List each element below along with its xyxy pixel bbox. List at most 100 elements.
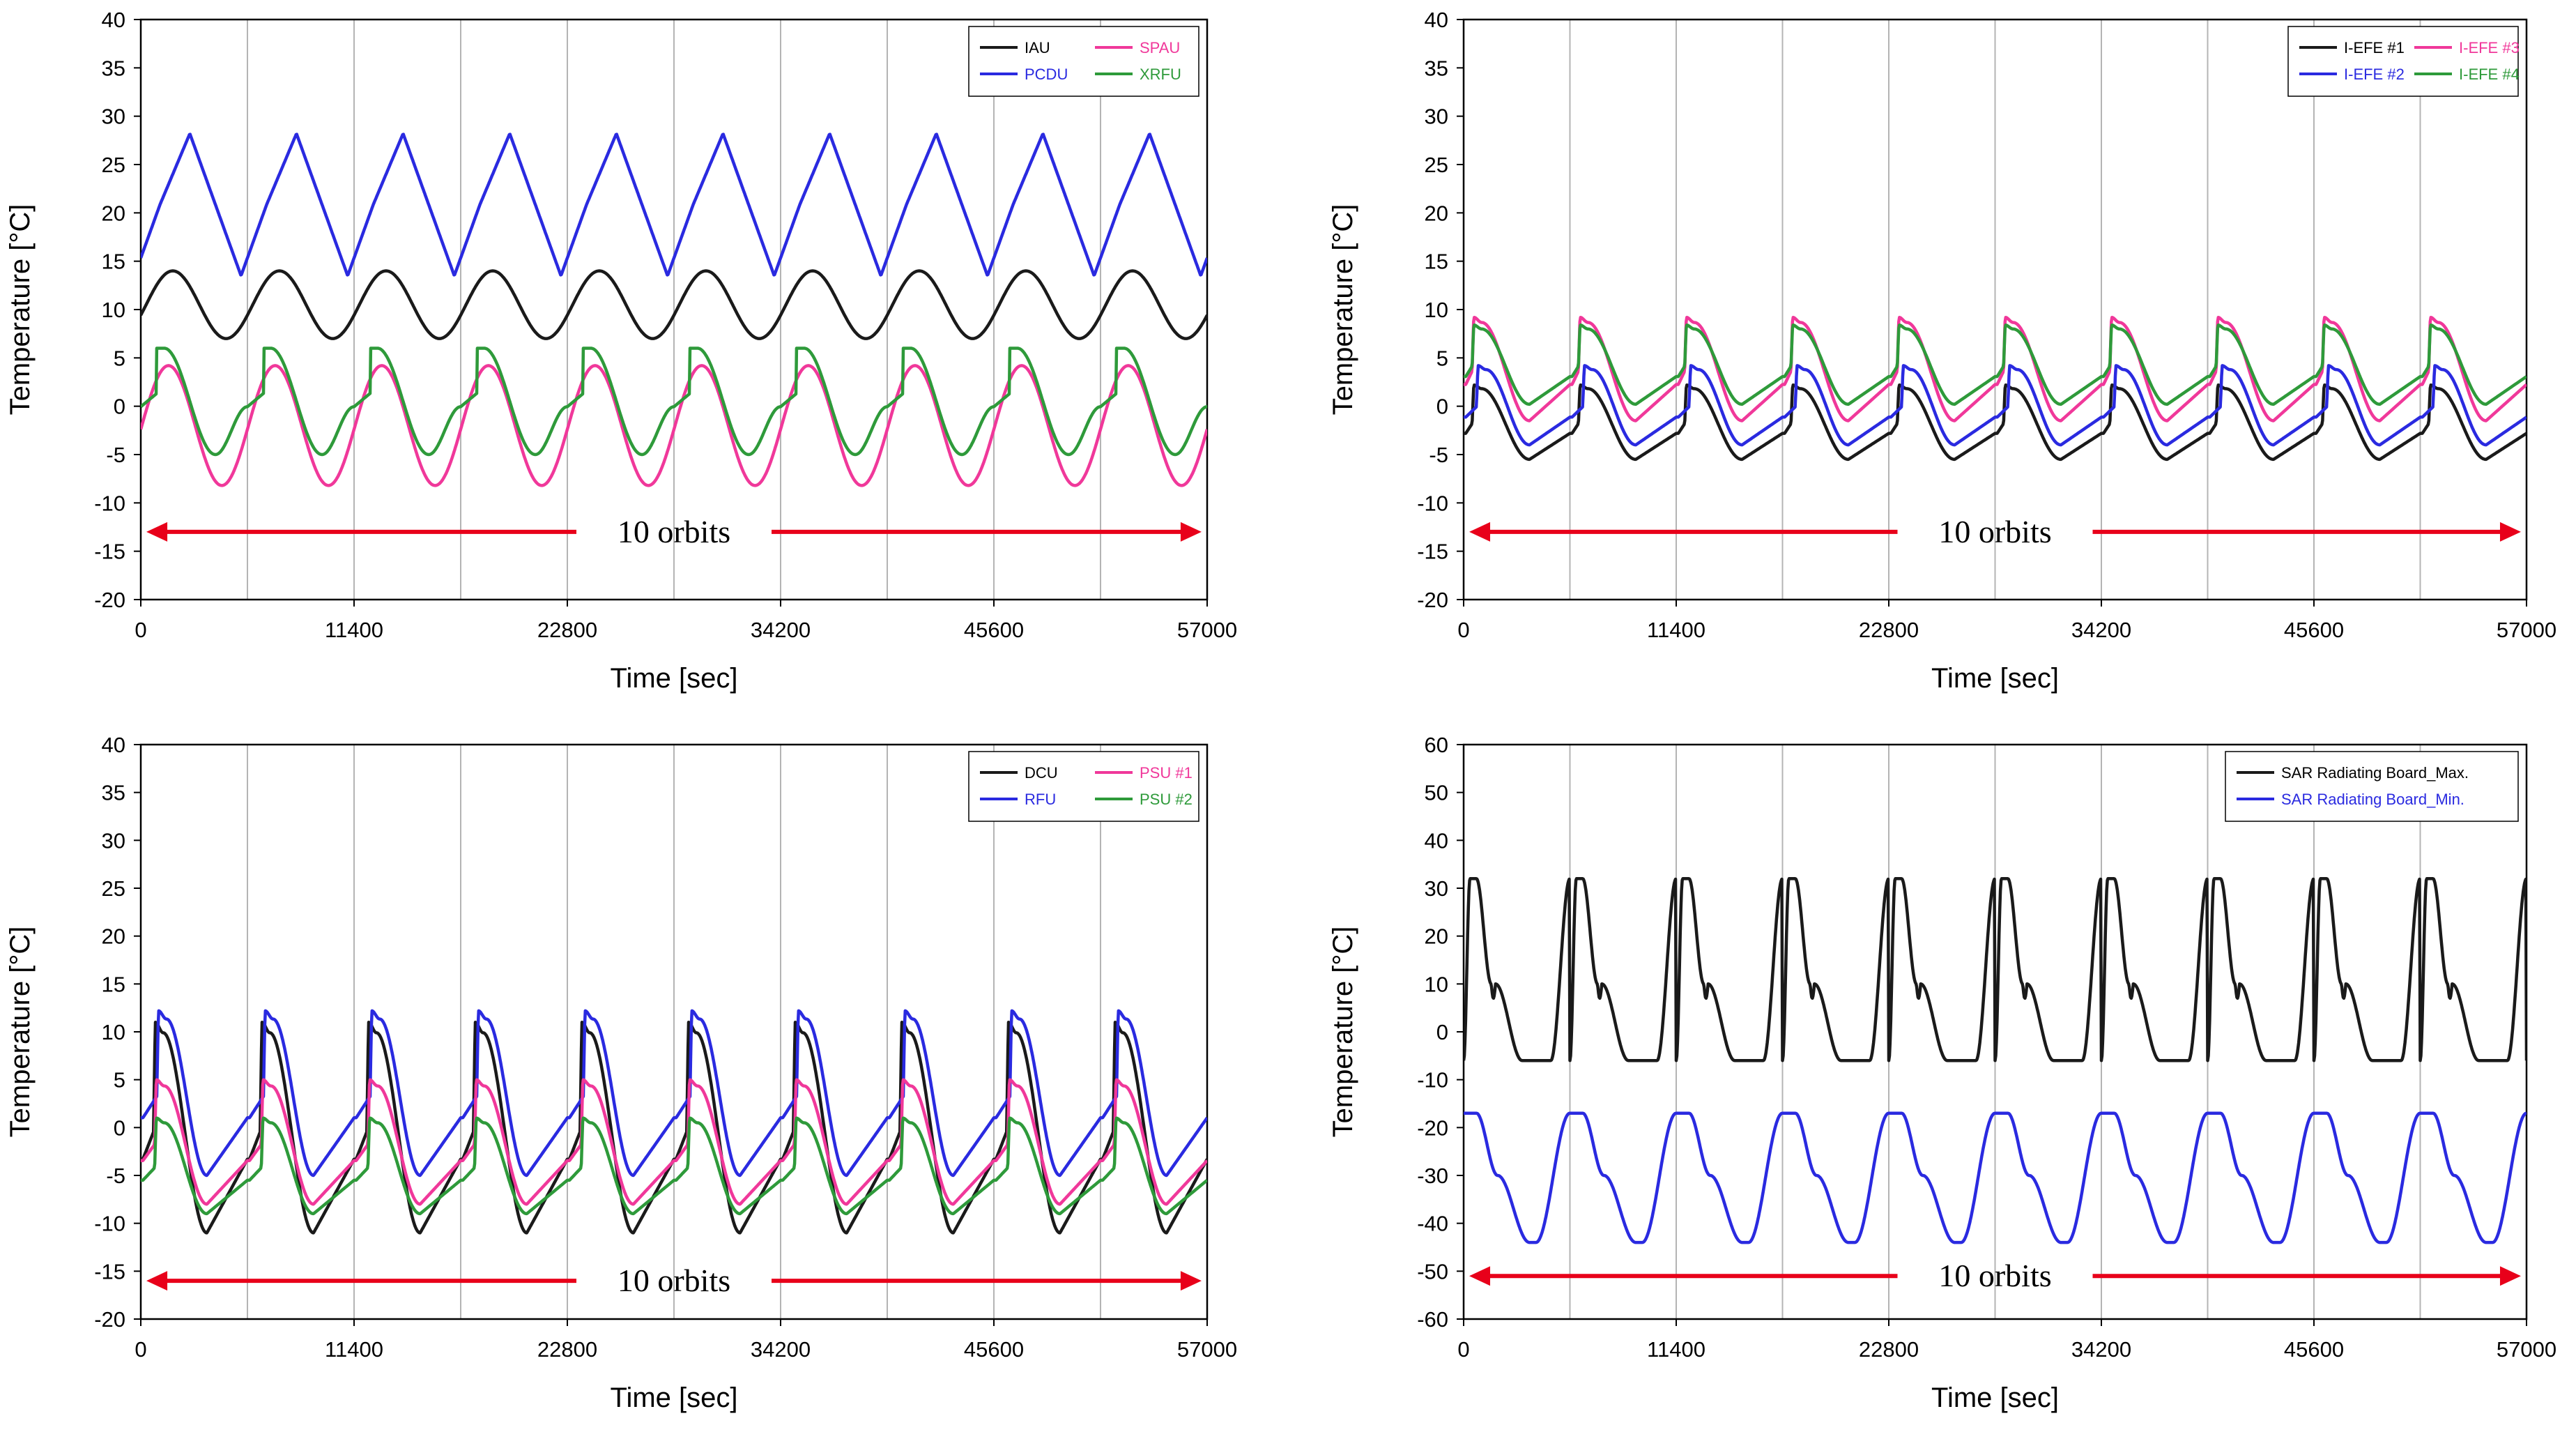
y-tick-label: 40 — [1425, 8, 1448, 32]
legend-box — [968, 751, 1199, 822]
x-tick-label: 22800 — [1859, 618, 1919, 642]
y-tick-label: 10 — [102, 298, 125, 322]
y-tick-label: 0 — [1436, 1020, 1448, 1044]
x-tick-label: 45600 — [2284, 1337, 2344, 1362]
y-tick-label: 30 — [102, 105, 125, 129]
y-tick-label: 0 — [114, 1115, 125, 1140]
legend-label: I-EFE #3 — [2459, 39, 2520, 56]
legend-label: DCU — [1025, 764, 1058, 782]
y-tick-label: -20 — [94, 1307, 125, 1332]
y-tick-label: 10 — [1425, 972, 1448, 996]
y-tick-label: 5 — [114, 346, 125, 370]
x-tick-label: 57000 — [1177, 1337, 1237, 1362]
y-tick-label: 15 — [102, 250, 125, 274]
orbit-label: 10 orbits — [618, 514, 730, 549]
legend-box — [968, 26, 1199, 97]
y-tick-label: 30 — [1425, 876, 1448, 901]
legend-label: XRFU — [1140, 66, 1181, 83]
series-line-i-efe-4 — [1464, 323, 2527, 406]
legend-box — [2287, 26, 2519, 97]
y-tick-label: 20 — [102, 924, 125, 949]
x-tick-label: 11400 — [1647, 1337, 1705, 1362]
y-axis-title: Temperature [°C] — [1328, 204, 1358, 416]
series-line-pcdu — [141, 132, 1207, 277]
y-tick-label: 50 — [1425, 781, 1448, 805]
y-tick-label: -5 — [106, 1164, 125, 1188]
x-tick-label: 0 — [1457, 618, 1469, 642]
x-tick-label: 22800 — [537, 618, 597, 642]
y-axis-title: Temperature [°C] — [5, 927, 36, 1138]
legend-label: PSU #2 — [1140, 791, 1193, 808]
y-tick-label: 10 — [102, 1020, 125, 1044]
x-tick-label: 34200 — [751, 1337, 811, 1362]
y-tick-label: 20 — [1425, 924, 1448, 949]
y-tick-label: -10 — [94, 1212, 125, 1236]
arrow-head-left — [1469, 1266, 1491, 1286]
y-tick-label: -20 — [1417, 1115, 1448, 1140]
y-tick-label: -60 — [1417, 1307, 1448, 1332]
x-tick-label: 22800 — [1859, 1337, 1919, 1362]
y-tick-label: -30 — [1417, 1164, 1448, 1188]
x-tick-label: 57000 — [2497, 618, 2556, 642]
legend-label: I-EFE #2 — [2344, 66, 2405, 83]
y-tick-label: 25 — [102, 876, 125, 901]
y-tick-label: 15 — [1425, 250, 1448, 274]
y-tick-label: 30 — [1425, 105, 1448, 129]
y-tick-label: 35 — [1425, 56, 1448, 80]
panel-br: -60 -50 -40 -30 -20 -10 0 10 20 30 40 50 60 0 11400 228… — [1328, 733, 2556, 1413]
y-tick-label: 20 — [102, 201, 125, 225]
series-line-i-efe-2 — [1464, 364, 2527, 447]
arrow-head-right — [2499, 521, 2521, 542]
series-line-rfu — [141, 1009, 1207, 1178]
y-tick-label: -50 — [1417, 1259, 1448, 1284]
series-line-sar-radiating-board-max- — [1464, 877, 2527, 1062]
x-tick-label: 45600 — [964, 618, 1024, 642]
x-axis-title: Time [sec] — [611, 1383, 738, 1413]
arrow-head-right — [1180, 521, 1202, 542]
y-tick-label: -10 — [1417, 1068, 1448, 1092]
x-tick-label: 45600 — [2284, 618, 2344, 642]
y-tick-label: -15 — [94, 540, 125, 564]
x-tick-label: 11400 — [325, 1337, 383, 1362]
x-tick-label: 34200 — [2071, 618, 2131, 642]
arrow-head-left — [1469, 521, 1491, 542]
y-tick-label: 25 — [1425, 153, 1448, 177]
arrow-head-right — [2499, 1266, 2521, 1286]
y-axis-title: Temperature [°C] — [5, 204, 36, 416]
series-line-iau — [141, 269, 1207, 340]
x-tick-label: 0 — [135, 1337, 146, 1362]
panel-tl: -20 -15 -10 -5 0 5 10 15 20 25 30 35 40 0 11400 22800 34… — [5, 8, 1237, 694]
x-tick-label: 11400 — [325, 618, 383, 642]
y-tick-label: 35 — [102, 781, 125, 805]
y-tick-label: -20 — [94, 588, 125, 612]
y-tick-label: 10 — [1425, 298, 1448, 322]
panel-bl: -20 -15 -10 -5 0 5 10 15 20 25 30 35 40 0 11400 22800 34… — [5, 733, 1237, 1413]
legend-label: I-EFE #1 — [2344, 39, 2405, 56]
y-tick-label: -40 — [1417, 1212, 1448, 1236]
series-line-xrfu — [141, 346, 1207, 457]
x-tick-label: 0 — [135, 618, 146, 642]
x-axis-title: Time [sec] — [1931, 663, 2059, 694]
y-tick-label: 35 — [102, 56, 125, 80]
legend-label: SPAU — [1140, 39, 1180, 56]
y-tick-label: 15 — [102, 972, 125, 996]
y-tick-label: -15 — [1417, 540, 1448, 564]
orbit-label: 10 orbits — [618, 1263, 730, 1298]
legend-box — [2225, 751, 2519, 822]
y-tick-label: 5 — [114, 1068, 125, 1092]
legend-label: SAR Radiating Board_Max. — [2281, 764, 2469, 782]
x-tick-label: 45600 — [964, 1337, 1024, 1362]
arrow-head-left — [146, 521, 168, 542]
y-axis-title: Temperature [°C] — [1328, 927, 1358, 1138]
y-tick-label: 30 — [102, 828, 125, 853]
x-tick-label: 0 — [1457, 1337, 1469, 1362]
y-tick-label: 60 — [1425, 733, 1448, 757]
orbit-label: 10 orbits — [1938, 514, 2051, 549]
x-axis-title: Time [sec] — [611, 663, 738, 694]
panel-tr: -20 -15 -10 -5 0 5 10 15 20 25 30 35 40 0 11400 22800 34… — [1328, 8, 2556, 694]
series-line-psu-2 — [141, 1116, 1207, 1216]
legend-label: PSU #1 — [1140, 764, 1193, 782]
legend-label: PCDU — [1025, 66, 1068, 83]
y-tick-label: 40 — [102, 733, 125, 757]
legend-label: RFU — [1025, 791, 1056, 808]
